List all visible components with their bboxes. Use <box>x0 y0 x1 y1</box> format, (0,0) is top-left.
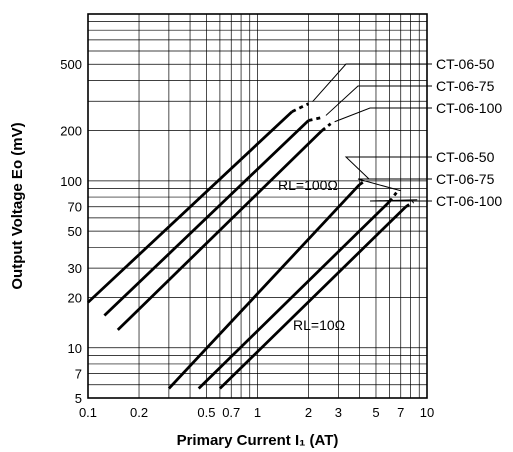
x-tick-label: 1 <box>254 405 261 420</box>
series-label: CT-06-75 <box>436 171 495 187</box>
series-line-ct-06-75 <box>197 200 391 390</box>
callout-leader <box>369 199 432 202</box>
x-tick-label: 0.2 <box>130 405 148 420</box>
callout-leader <box>357 178 432 192</box>
series-line-ct-06-50 <box>87 110 294 304</box>
group-label-100-ohm: RL=100Ω <box>278 177 338 193</box>
y-axis-title: Output Voltage Eo (mV) <box>9 122 26 289</box>
series-label: CT-06-100 <box>436 193 502 209</box>
x-axis-title: Primary Current I₁ (AT) <box>177 432 339 449</box>
x-tick-label: 2 <box>305 405 312 420</box>
callout-leader <box>334 107 432 123</box>
y-tick-label: 70 <box>68 200 82 215</box>
series-label: CT-06-50 <box>436 56 495 72</box>
series-dashed-end <box>358 179 366 186</box>
grid <box>87 13 428 399</box>
series-dashed-end <box>291 102 310 113</box>
series-label: CT-06-75 <box>436 78 495 94</box>
callout-leader <box>312 63 432 103</box>
y-tick-label: 100 <box>60 174 82 189</box>
y-tick-label: 10 <box>68 341 82 356</box>
y-tick-label: 200 <box>60 124 82 139</box>
series-line-ct-06-50 <box>167 183 361 390</box>
group-label-10-ohm: RL=10Ω <box>293 317 345 333</box>
x-tick-label: 0.1 <box>79 405 97 420</box>
series-dashed-end <box>308 116 323 122</box>
y-tick-label: 500 <box>60 57 82 72</box>
x-tick-label: 10 <box>420 405 434 420</box>
callout-leader <box>325 85 432 116</box>
y-tick-label: 7 <box>75 367 82 382</box>
series-label: CT-06-100 <box>436 100 502 116</box>
y-tick-label: 50 <box>68 224 82 239</box>
x-tick-labels: 0.1 0.2 0.5 0.7 1 2 3 5 7 10 <box>79 405 434 420</box>
series-dashed-end <box>321 122 332 132</box>
plot-frame <box>87 13 428 399</box>
series-line-ct-06-100 <box>218 205 407 390</box>
x-tick-label: 7 <box>397 405 404 420</box>
y-tick-label: 5 <box>75 391 82 406</box>
x-tick-label: 5 <box>372 405 379 420</box>
callout-leader <box>344 156 432 180</box>
y-tick-labels: 5 7 10 20 30 50 70 100 200 500 <box>60 57 82 406</box>
series-dashed-end <box>405 200 415 208</box>
y-tick-label: 30 <box>68 261 82 276</box>
series-label: CT-06-50 <box>436 149 495 165</box>
series-line-ct-06-100 <box>116 129 323 331</box>
x-tick-label: 3 <box>335 405 342 420</box>
callout-layer: CT-06-50 CT-06-75 CT-06-100 CT-06-50 CT-06-7… <box>312 56 502 209</box>
y-tick-label: 20 <box>68 291 82 306</box>
x-tick-label: 0.5 <box>197 405 215 420</box>
x-tick-label: 0.7 <box>222 405 240 420</box>
series-layer <box>87 102 415 390</box>
series-line-ct-06-75 <box>103 119 310 317</box>
